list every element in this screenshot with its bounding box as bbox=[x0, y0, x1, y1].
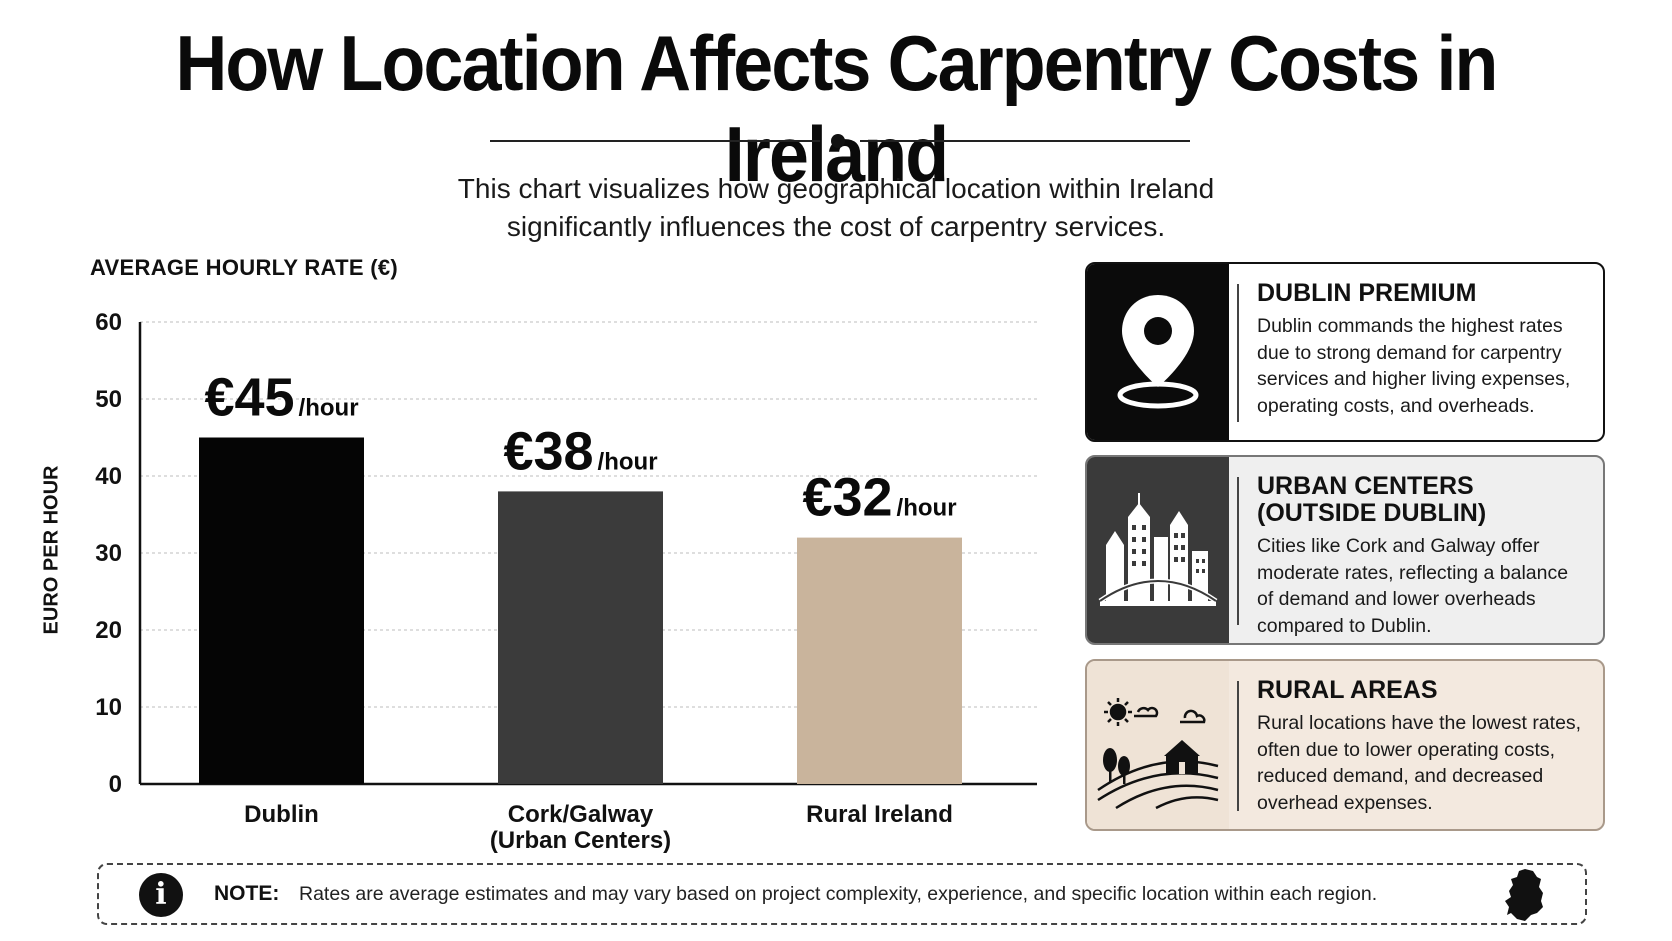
x-category-label: Rural Ireland bbox=[806, 801, 953, 828]
urban-centers-panel: URBAN CENTERS (OUTSIDE DUBLIN) Cities li… bbox=[1085, 455, 1605, 645]
urban-panel-title-line-1: URBAN CENTERS bbox=[1257, 472, 1474, 500]
y-tick-label: 60 bbox=[95, 309, 122, 336]
y-tick-label: 0 bbox=[109, 771, 122, 798]
bar-value-label: €45/hour bbox=[204, 368, 358, 428]
subtitle: This chart visualizes how geographical l… bbox=[336, 170, 1336, 246]
note-box: i NOTE: Rates are average estimates and … bbox=[97, 863, 1587, 925]
ireland-map-icon bbox=[1503, 867, 1547, 928]
bar-value: €32 bbox=[802, 468, 892, 528]
y-tick-label: 10 bbox=[95, 694, 122, 721]
subtitle-line-1: This chart visualizes how geographical l… bbox=[457, 173, 1215, 204]
dublin-panel-title: DUBLIN PREMIUM bbox=[1257, 279, 1477, 307]
title-divider bbox=[490, 134, 1190, 148]
note-label: NOTE: bbox=[214, 882, 280, 905]
y-tick-label: 40 bbox=[95, 463, 122, 490]
bar-value-label: €38/hour bbox=[503, 421, 657, 481]
farmhouse-landscape-icon bbox=[1087, 661, 1229, 829]
bar bbox=[498, 491, 663, 784]
bar-chart: 0 10 20 30 40 50 60 €45/hour Dublin €38/hour Cork/… bbox=[95, 309, 1037, 854]
urban-panel-text: Cities like Cork and Galway offer modera… bbox=[1257, 535, 1569, 637]
rural-panel-text: Rural locations have the lowest rates, o… bbox=[1257, 712, 1582, 814]
bar-value: €45 bbox=[204, 368, 294, 428]
x-category-label: Dublin bbox=[244, 801, 319, 828]
bar-value-label: €32/hour bbox=[802, 468, 956, 528]
x-category-label: Cork/Galway bbox=[508, 801, 654, 828]
bar bbox=[199, 437, 364, 784]
dublin-premium-panel: DUBLIN PREMIUM Dublin commands the highe… bbox=[1085, 262, 1605, 442]
rural-areas-panel: RURAL AREAS Rural locations have the low… bbox=[1085, 659, 1605, 831]
info-icon: i bbox=[139, 873, 183, 917]
bar bbox=[797, 537, 962, 784]
location-pin-icon bbox=[1087, 264, 1229, 440]
rural-panel-title: RURAL AREAS bbox=[1257, 676, 1438, 704]
bar-value-unit: /hour bbox=[598, 448, 658, 475]
y-tick-label: 50 bbox=[95, 386, 122, 413]
urban-panel-title: URBAN CENTERS (OUTSIDE DUBLIN) bbox=[1257, 473, 1585, 527]
city-skyline-icon bbox=[1087, 457, 1229, 643]
note-text: Rates are average estimates and may vary… bbox=[299, 883, 1378, 905]
chart-top-label: AVERAGE HOURLY RATE (€) bbox=[90, 255, 399, 280]
bar-value: €38 bbox=[503, 421, 593, 481]
x-category-label-line-2: (Urban Centers) bbox=[490, 827, 671, 854]
page-title: How Location Affects Carpentry Costs in … bbox=[175, 19, 1498, 198]
subtitle-line-2: significantly influences the cost of car… bbox=[506, 211, 1166, 242]
y-tick-label: 30 bbox=[95, 540, 122, 567]
bar-value-unit: /hour bbox=[897, 495, 957, 522]
dublin-panel-text: Dublin commands the highest rates due to… bbox=[1257, 315, 1571, 417]
urban-panel-title-line-2: (OUTSIDE DUBLIN) bbox=[1257, 499, 1487, 527]
y-tick-label: 20 bbox=[95, 617, 122, 644]
bar-value-unit: /hour bbox=[299, 395, 359, 422]
